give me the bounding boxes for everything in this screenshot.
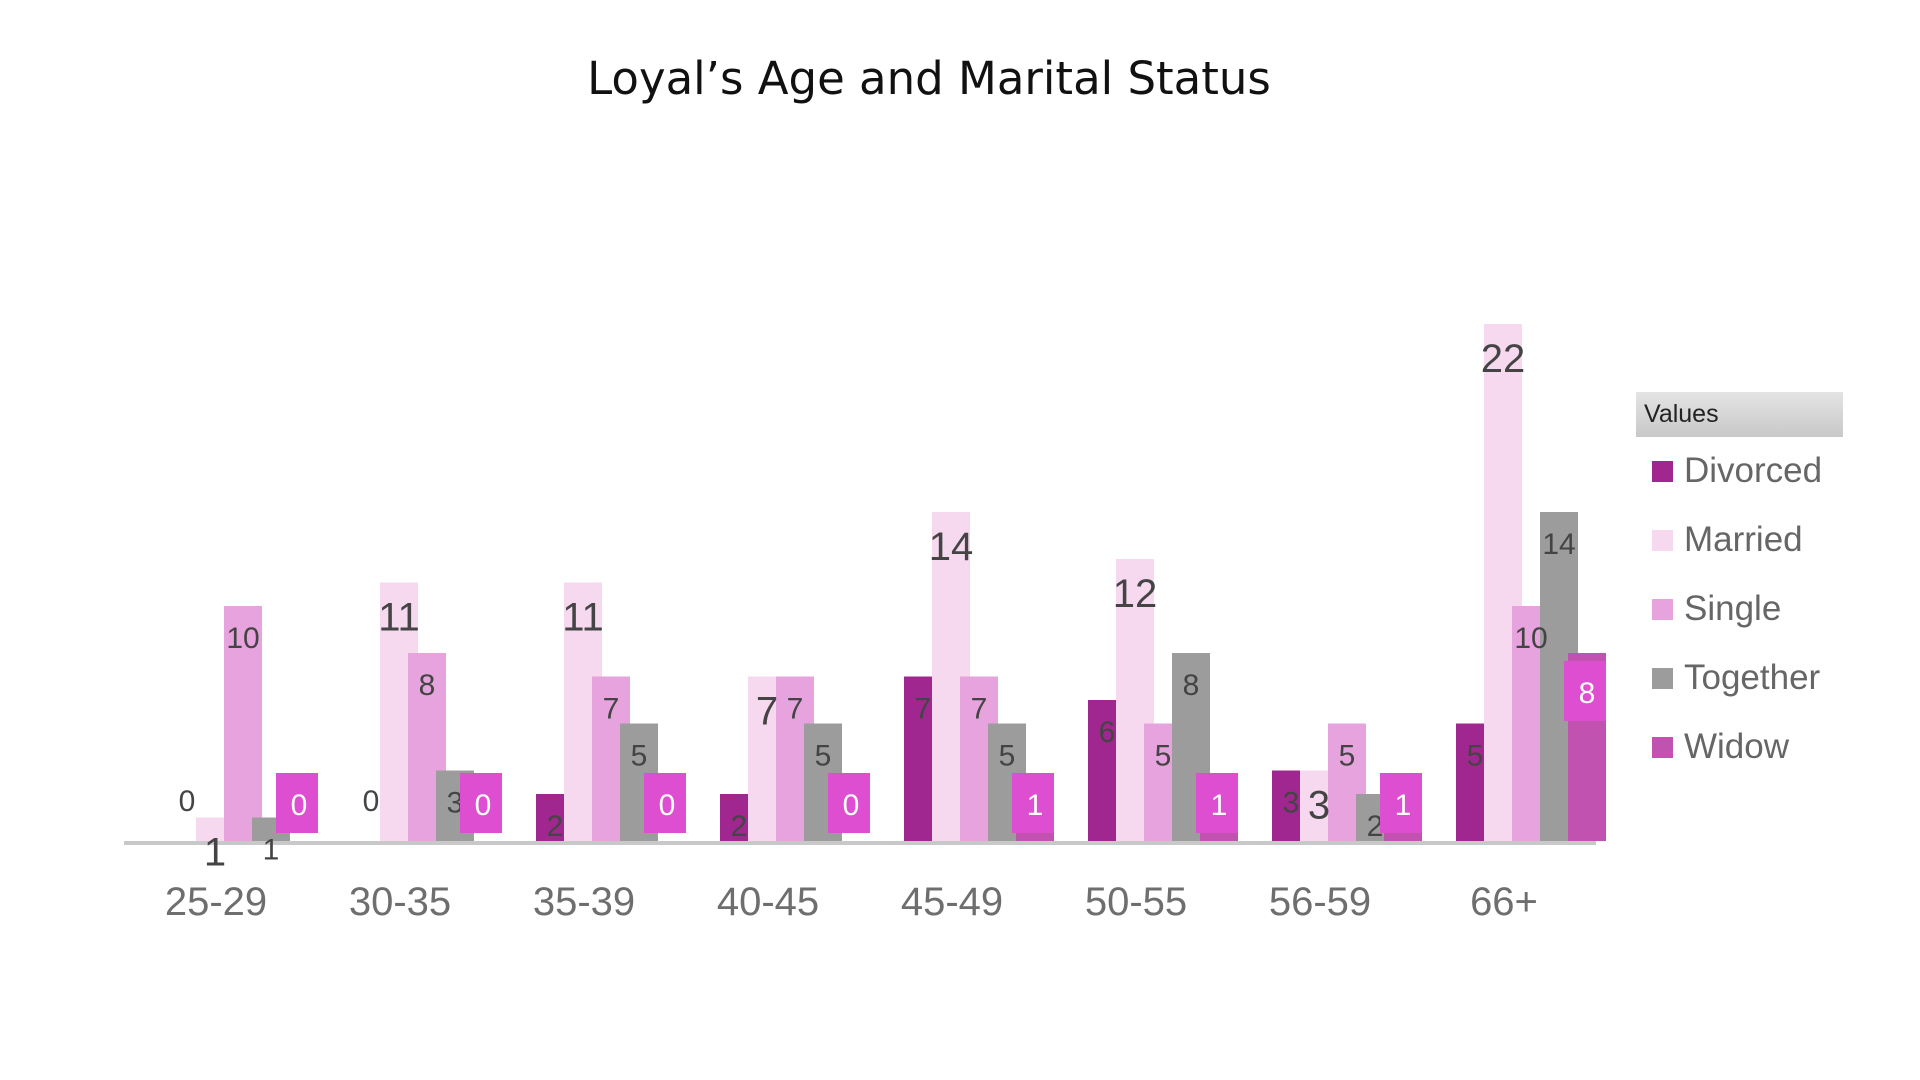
legend-label-divorced: Divorced xyxy=(1684,451,1823,490)
data-label-single-50-55: 5 xyxy=(1155,740,1172,773)
data-label-divorced-25-29: 0 xyxy=(179,785,196,818)
x-tick-label-66-: 66+ xyxy=(1470,880,1538,924)
legend-item-married[interactable]: Married xyxy=(1636,506,1843,575)
x-tick-labels-layer: 25-29 30-35 35-39 40-45 45-49 50-55 56-59 66+ xyxy=(165,880,1538,924)
data-label-single-35-39: 7 xyxy=(603,693,620,726)
legend: Values Divorced Married Single Together … xyxy=(1636,392,1843,782)
x-tick-label-40-45: 40-45 xyxy=(717,880,819,924)
legend-item-widow[interactable]: Widow xyxy=(1636,713,1843,782)
data-label-married-35-39: 11 xyxy=(562,596,604,640)
data-label-married-45-49: 14 xyxy=(929,525,974,569)
legend-label-together: Together xyxy=(1684,658,1821,697)
legend-label-widow: Widow xyxy=(1684,727,1790,766)
data-label-married-56-59: 3 xyxy=(1308,784,1330,828)
data-label-box-45-49 xyxy=(1012,773,1054,833)
bars-layer xyxy=(196,324,1606,841)
legend-item-single[interactable]: Single xyxy=(1636,575,1843,644)
data-label-married-66-: 22 xyxy=(1481,337,1526,381)
data-label-together-30-35: 3 xyxy=(447,787,464,820)
legend-swatch-widow xyxy=(1652,737,1673,758)
data-label-together-25-29: 1 xyxy=(263,834,280,867)
data-label-divorced-40-45: 2 xyxy=(731,810,748,843)
legend-title: Values xyxy=(1636,392,1843,437)
x-tick-label-30-35: 30-35 xyxy=(349,880,451,924)
data-label-together-50-55: 8 xyxy=(1183,669,1200,702)
data-label-single-45-49: 7 xyxy=(971,693,988,726)
x-tick-label-50-55: 50-55 xyxy=(1085,880,1187,924)
data-label-divorced-66-: 5 xyxy=(1467,740,1484,773)
data-label-single-40-45: 7 xyxy=(787,693,804,726)
x-tick-label-25-29: 25-29 xyxy=(165,880,267,924)
data-label-box-40-45 xyxy=(828,773,870,833)
data-label-single-30-35: 8 xyxy=(419,669,436,702)
legend-swatch-married xyxy=(1652,530,1673,551)
data-label-widow-50-55: 1 xyxy=(1211,789,1228,822)
data-label-together-45-49: 5 xyxy=(999,740,1016,773)
legend-swatch-divorced xyxy=(1652,461,1673,482)
data-label-widow-40-45: 0 xyxy=(843,789,860,822)
data-label-widow-66-: 8 xyxy=(1579,677,1596,710)
data-label-widow-45-49: 1 xyxy=(1027,789,1044,822)
data-label-divorced-56-59: 3 xyxy=(1283,787,1300,820)
x-tick-label-45-49: 45-49 xyxy=(901,880,1003,924)
data-label-divorced-50-55: 6 xyxy=(1099,716,1116,749)
data-label-married-25-29: 1 xyxy=(204,831,226,875)
legend-item-divorced[interactable]: Divorced xyxy=(1636,437,1843,506)
data-label-single-25-29: 10 xyxy=(226,622,259,655)
legend-swatch-single xyxy=(1652,599,1673,620)
legend-label-married: Married xyxy=(1684,520,1803,559)
data-label-divorced-30-35: 0 xyxy=(363,785,380,818)
data-label-widow-56-59: 1 xyxy=(1395,789,1412,822)
data-label-together-35-39: 5 xyxy=(631,740,648,773)
data-label-widow-30-35: 0 xyxy=(475,789,492,822)
data-label-divorced-45-49: 7 xyxy=(915,693,932,726)
data-label-married-50-55: 12 xyxy=(1113,572,1158,616)
data-label-together-66-: 14 xyxy=(1542,528,1575,561)
chart-title: Loyal’s Age and Marital Status xyxy=(587,52,1271,105)
data-label-married-40-45: 7 xyxy=(756,690,778,734)
x-tick-label-56-59: 56-59 xyxy=(1269,880,1371,924)
bar-single-25-29 xyxy=(224,606,262,841)
legend-swatch-together xyxy=(1652,668,1673,689)
data-label-box-35-39 xyxy=(644,773,686,833)
x-tick-label-35-39: 35-39 xyxy=(533,880,635,924)
data-label-box-66- xyxy=(1564,661,1606,721)
data-label-box-30-35 xyxy=(460,773,502,833)
data-label-married-30-35: 11 xyxy=(378,596,420,640)
data-label-box-50-55 xyxy=(1196,773,1238,833)
data-label-divorced-35-39: 2 xyxy=(547,810,564,843)
data-label-together-40-45: 5 xyxy=(815,740,832,773)
legend-label-single: Single xyxy=(1684,589,1782,628)
data-label-widow-25-29: 0 xyxy=(291,789,308,822)
data-label-box-25-29 xyxy=(276,773,318,833)
data-label-together-56-59: 2 xyxy=(1367,810,1384,843)
data-label-single-66-: 10 xyxy=(1514,622,1547,655)
data-label-single-56-59: 5 xyxy=(1339,740,1356,773)
legend-item-together[interactable]: Together xyxy=(1636,644,1843,713)
data-label-box-56-59 xyxy=(1380,773,1422,833)
data-label-widow-35-39: 0 xyxy=(659,789,676,822)
